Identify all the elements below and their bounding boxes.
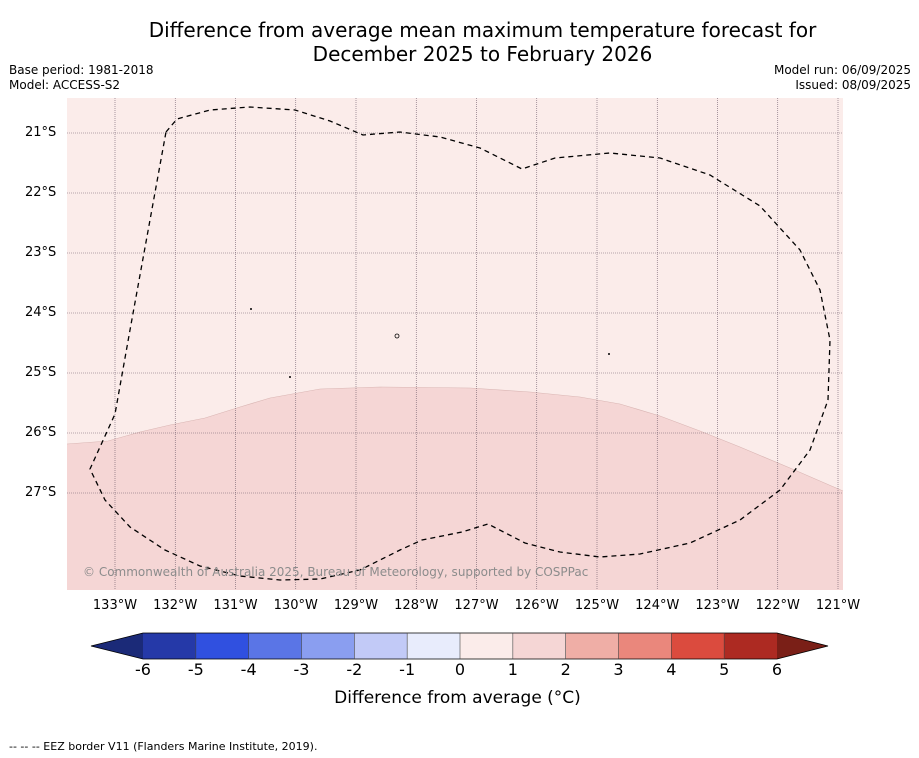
longitude-tick-label: 133°W bbox=[92, 598, 138, 613]
base-period: Base period: 1981-2018 bbox=[9, 63, 154, 77]
colorbar-cell bbox=[248, 633, 302, 659]
map-title: Difference from average mean maximum tem… bbox=[0, 18, 919, 66]
colorbar-under-arrow bbox=[91, 633, 143, 659]
colorbar-tick-label: 1 bbox=[507, 660, 518, 679]
island bbox=[608, 353, 610, 355]
colorbar-tick-label: -6 bbox=[135, 660, 151, 679]
colorbar-cell bbox=[301, 633, 355, 659]
colorbar-cell bbox=[512, 633, 566, 659]
colorbar-tick-label: -3 bbox=[293, 660, 310, 679]
latitude-tick-label: 26°S bbox=[25, 425, 57, 440]
latitude-tick-label: 24°S bbox=[25, 305, 57, 320]
longitude-tick-label: 126°W bbox=[514, 598, 559, 613]
eez-border bbox=[89, 106, 831, 581]
colorbar-cell bbox=[671, 633, 725, 659]
colorbar-tick-label: 4 bbox=[666, 660, 677, 679]
longitude-tick-label: 128°W bbox=[394, 598, 439, 613]
colorbar-tick-label: -4 bbox=[240, 660, 257, 679]
longitude-tick-label: 132°W bbox=[153, 598, 198, 613]
anomaly-contour-line bbox=[66, 386, 844, 492]
colorbar-tick-label: 6 bbox=[771, 660, 783, 679]
model-run-date: Model run: 06/09/2025 bbox=[773, 63, 911, 77]
colorbar-cell bbox=[143, 633, 197, 659]
colorbar-tick-label: 2 bbox=[560, 660, 571, 679]
title-line-2: December 2025 to February 2026 bbox=[312, 42, 653, 66]
colorbar-tick-label: -5 bbox=[187, 660, 204, 679]
longitude-tick-label: 129°W bbox=[333, 598, 379, 613]
latitude-tick-label: 23°S bbox=[25, 245, 57, 260]
longitude-tick-label: 125°W bbox=[574, 598, 620, 613]
eez-legend: -- -- -- EEZ border V11 (Flanders Marine… bbox=[9, 740, 318, 753]
longitude-tick-label: 121°W bbox=[815, 598, 861, 613]
metadata-right: Model run: 06/09/2025 Issued: 08/09/2025 bbox=[774, 63, 911, 93]
colorbar-cell bbox=[724, 633, 778, 659]
colorbar-cell bbox=[195, 633, 249, 659]
longitude-tick-label: 124°W bbox=[635, 598, 680, 613]
colorbar-cell bbox=[460, 633, 514, 659]
graticule bbox=[67, 98, 843, 590]
colorbar-tick-label: -2 bbox=[346, 660, 363, 679]
colorbar-cell bbox=[618, 633, 672, 659]
islands bbox=[250, 308, 610, 378]
colorbar-tick-label: 0 bbox=[454, 660, 466, 679]
metadata-left: Base period: 1981-2018 Model: ACCESS-S2 bbox=[9, 63, 154, 93]
longitude-tick-label: 123°W bbox=[695, 598, 740, 613]
latitude-tick-label: 27°S bbox=[25, 485, 57, 500]
colorbar-cell bbox=[354, 633, 408, 659]
latitude-tick-label: 21°S bbox=[25, 125, 57, 140]
longitude-tick-label: 130°W bbox=[273, 598, 318, 613]
colorbar-cells bbox=[90, 632, 829, 660]
anomaly-region-1-to-2 bbox=[67, 387, 843, 590]
longitude-tick-label: 122°W bbox=[755, 598, 800, 613]
title-line-1: Difference from average mean maximum tem… bbox=[148, 18, 817, 42]
longitude-tick-label: 131°W bbox=[213, 598, 258, 613]
island bbox=[250, 308, 252, 310]
colorbar-label: Difference from average (°C) bbox=[334, 688, 581, 708]
colorbar-over-arrow bbox=[777, 633, 828, 659]
colorbar-cell bbox=[565, 633, 619, 659]
longitude-tick-label: 127°W bbox=[454, 598, 499, 613]
model-name: Model: ACCESS-S2 bbox=[9, 78, 121, 92]
colorbar-tick-label: 3 bbox=[613, 660, 624, 679]
colorbar-tick-label: 5 bbox=[719, 660, 730, 679]
latitude-tick-label: 22°S bbox=[25, 185, 57, 200]
colorbar-cell bbox=[407, 633, 461, 659]
copyright-credit: © Commonwealth of Australia 2025, Bureau… bbox=[83, 565, 589, 579]
colorbar-outline bbox=[90, 632, 829, 660]
issued-date: Issued: 08/09/2025 bbox=[795, 78, 911, 92]
colorbar-tick-label: -1 bbox=[399, 660, 416, 679]
island bbox=[394, 333, 400, 339]
latitude-tick-label: 25°S bbox=[25, 365, 57, 380]
island bbox=[289, 376, 291, 378]
